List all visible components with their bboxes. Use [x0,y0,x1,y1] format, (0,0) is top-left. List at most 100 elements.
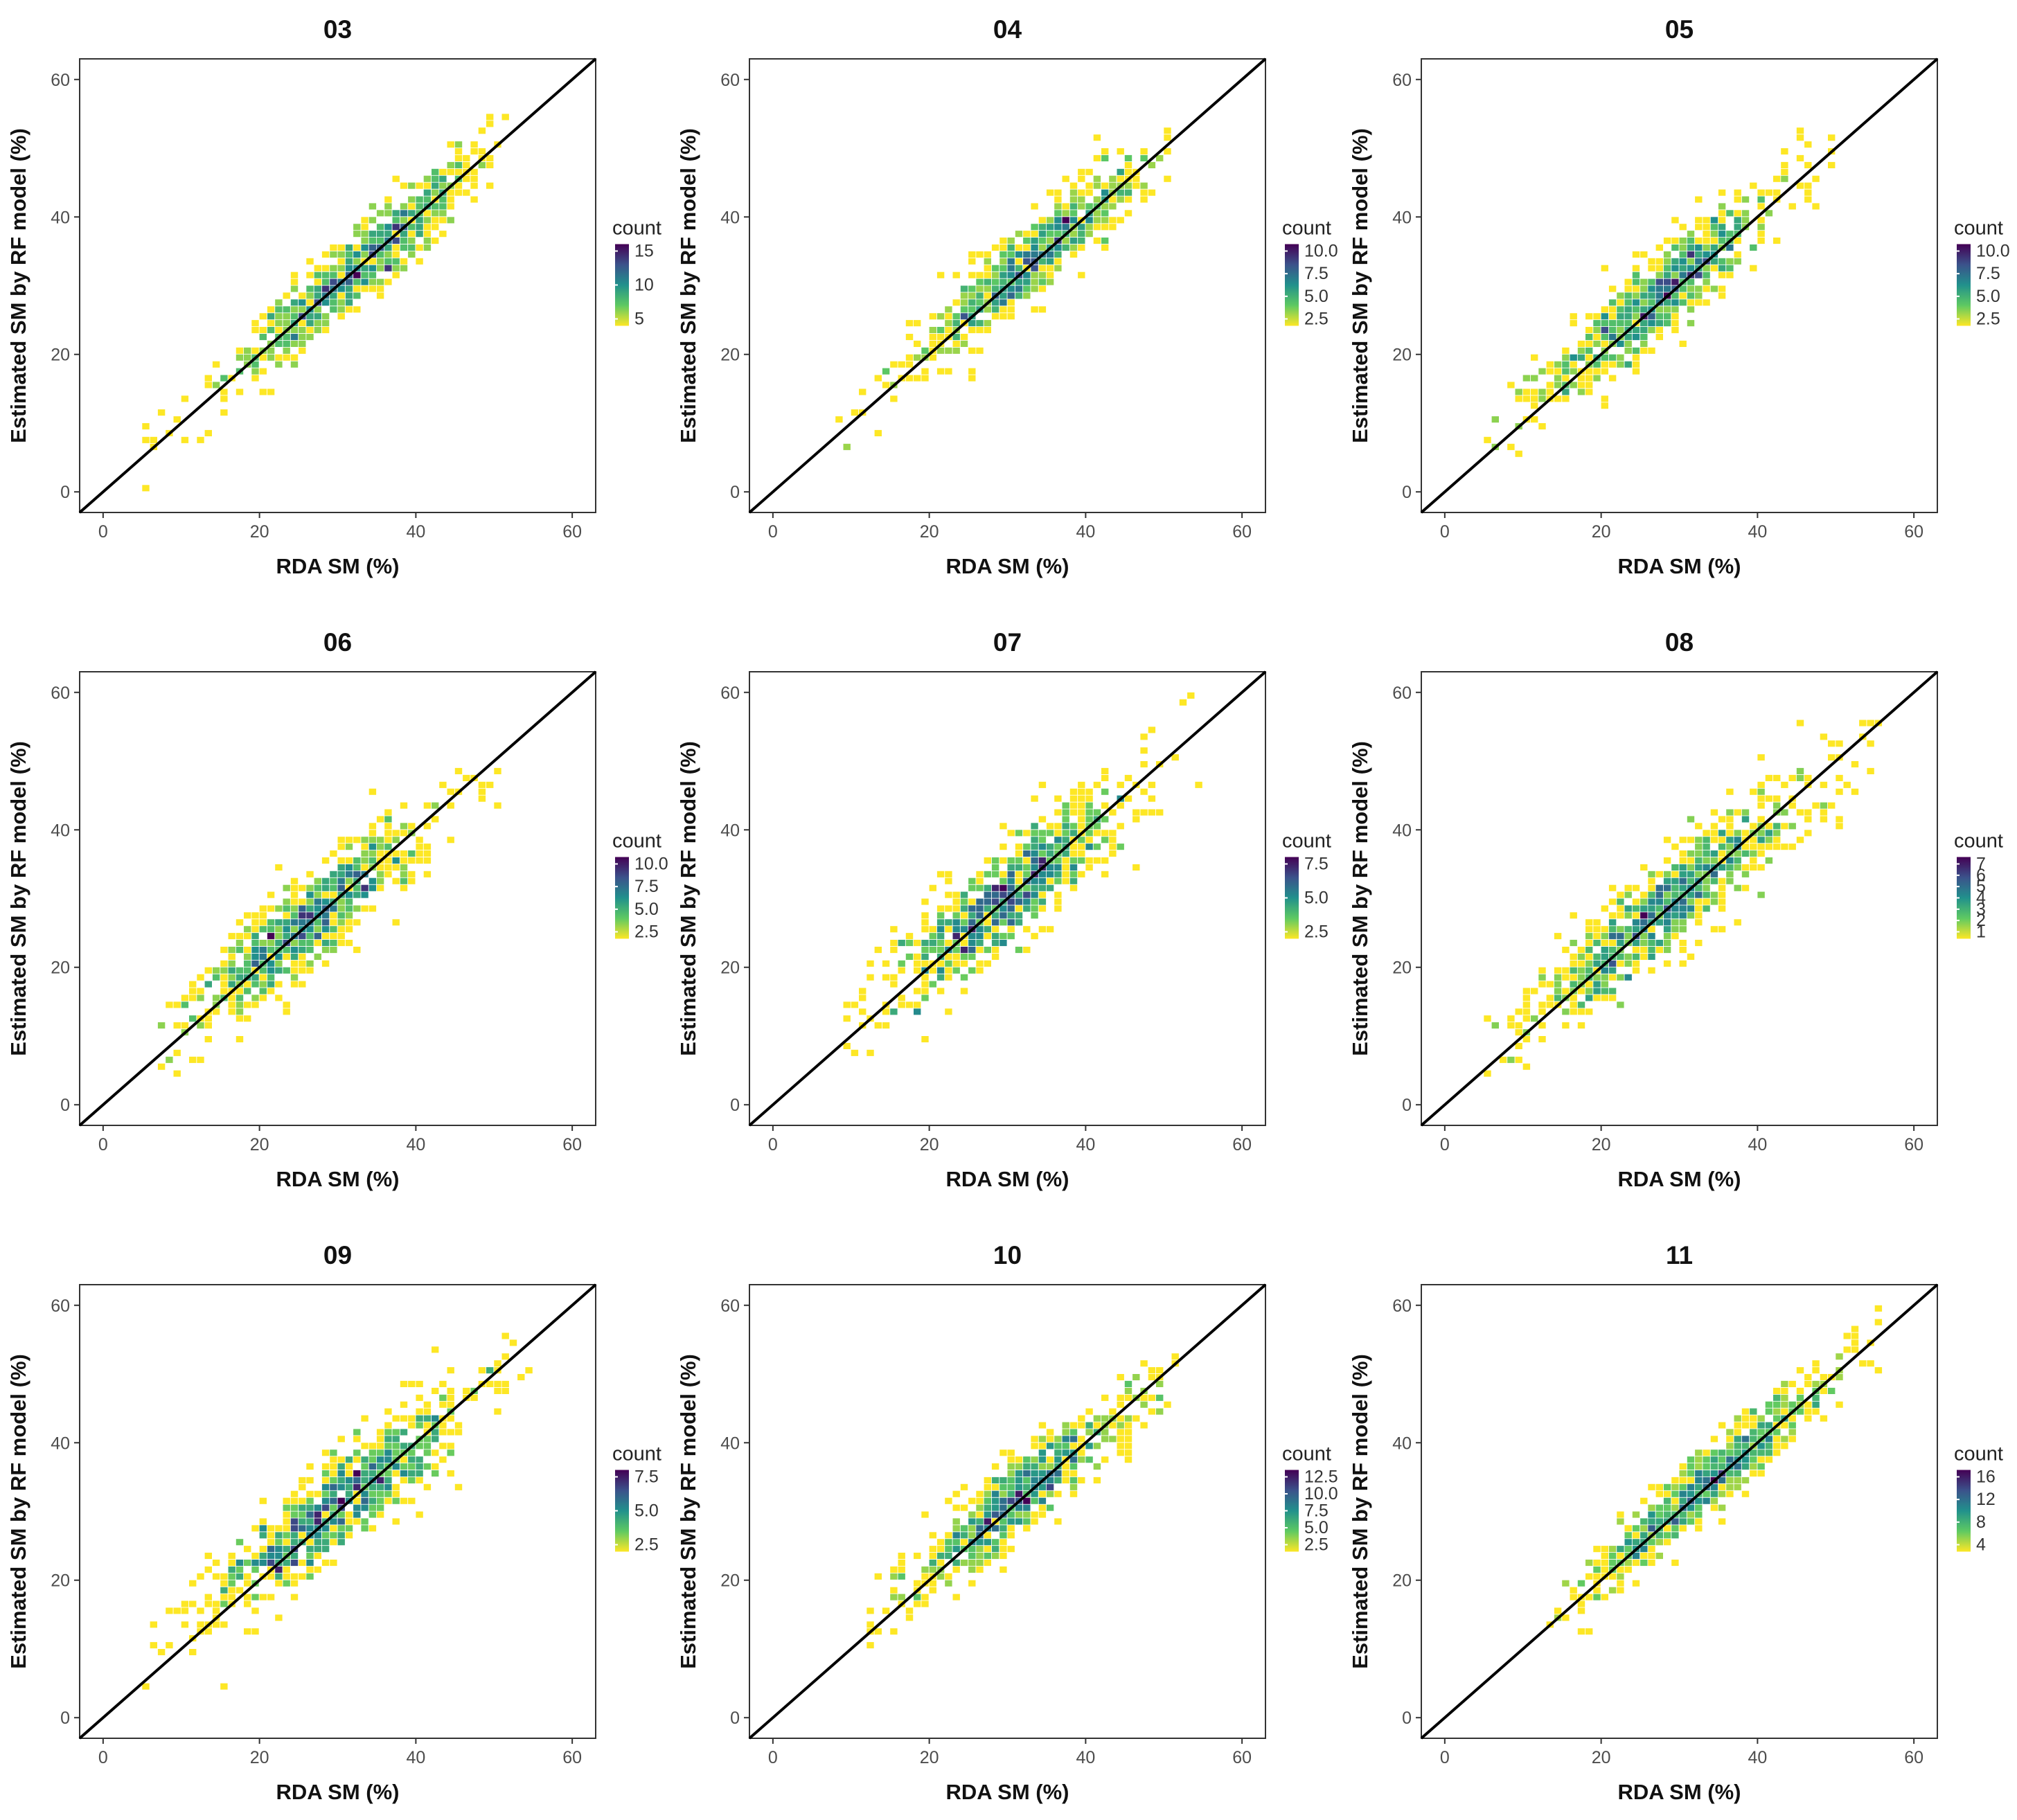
identity-line [78,1283,597,1740]
hex-cell [936,327,945,334]
hex-cell [1671,844,1679,850]
hex-cell [945,306,952,313]
hex-cell [314,940,321,947]
hex-cell [1671,292,1679,299]
hex-cell [1078,795,1085,802]
hex-cell [416,244,423,251]
hex-cell [376,292,384,299]
hex-cell [1608,994,1617,1001]
hex-cell [1710,830,1718,837]
hex-cell [259,974,267,981]
hex-cell [173,416,181,423]
hex-cell [999,1518,1007,1525]
hex-cell [1117,844,1124,850]
hex-cell [945,967,952,974]
hex-cell [1695,238,1703,244]
hex-cell [1632,1511,1640,1518]
hex-cell [1570,361,1577,368]
hex-cell [1085,168,1093,175]
hex-cell [1671,912,1679,919]
hex-cell [1687,1456,1695,1463]
hex-cell [353,857,361,864]
hex-cell [1562,1580,1570,1587]
hex-cell [376,231,384,238]
hex-cell [991,1546,999,1553]
legend-colorbar [1957,244,1971,326]
panel-title: 04 [993,15,1022,44]
hex-cell [290,327,299,334]
hex-cell [447,217,454,224]
hex-cell [1148,1408,1156,1415]
y-tick-label: 0 [1402,1096,1412,1115]
hex-cell [1695,299,1703,306]
hex-cell [1718,844,1726,850]
hex-cell [1804,182,1812,189]
x-tick-label: 60 [1232,522,1252,542]
hex-cell [368,1463,377,1470]
hex-cell [353,1449,361,1456]
hex-cell [1562,361,1570,368]
hex-cell [851,409,859,416]
hex-cell [1023,278,1031,285]
legend-title: count [1282,1443,1331,1465]
hex-cell [1522,1015,1531,1022]
hex-cell [1015,265,1023,271]
hex-cell [290,1539,299,1546]
hex-cell [251,1525,259,1532]
hex-cell [1734,251,1741,258]
hex-cell [432,1470,439,1477]
hex-cell [1101,224,1109,231]
hex-cell [936,1539,945,1546]
hex-cell [1788,1436,1796,1443]
hex-cell [991,871,999,877]
hex-cell [1750,1463,1757,1470]
hex-cell [439,217,447,224]
hex-cell [283,912,290,919]
hex-cell [921,953,929,960]
x-tick-label: 0 [98,1135,108,1154]
hex-cell [368,217,377,224]
hex-cell [1570,1587,1577,1594]
hex-cell [945,974,952,981]
hex-cell [1023,1518,1031,1525]
hex-cell [1124,182,1132,189]
hex-cell [1015,919,1023,926]
hex-cell [416,850,423,857]
hex-cell [267,1594,275,1600]
hex-cell [353,1497,361,1504]
hex-cell [999,313,1007,320]
hex-cell [1570,1594,1577,1600]
hex-cell [321,285,330,292]
hex-cell [1648,926,1655,933]
hex-cell [368,1504,377,1511]
hex-cell [463,161,470,168]
hex-cell [299,912,306,919]
hex-cell [1617,974,1624,981]
hex-cell [1554,375,1562,382]
hex-cell [921,919,929,926]
hex-cell [1617,1587,1624,1594]
hex-cell [1554,988,1562,994]
hex-cell [1608,313,1617,320]
hex-cell [1632,940,1640,947]
hex-cell [299,905,306,912]
hex-cell [999,1504,1007,1511]
hex-cell [368,844,377,850]
hex-cell [1617,1580,1624,1587]
hex-cell [1757,844,1765,850]
hex-cell [267,981,275,988]
hex-cell [1054,1470,1062,1477]
hex-cell [1007,919,1015,926]
hex-cell [314,953,321,960]
hex-cell [228,947,236,954]
hex-cell [968,940,976,947]
hex-cell [1585,1628,1593,1635]
hex-cell [416,1511,423,1518]
hex-cell [189,988,197,994]
hex-cell [1663,265,1671,271]
hex-cell [1710,891,1718,898]
hex-cell [275,933,283,940]
hex-cell [1038,877,1047,884]
legend-colorbar [615,857,629,939]
hex-cell [478,148,486,155]
